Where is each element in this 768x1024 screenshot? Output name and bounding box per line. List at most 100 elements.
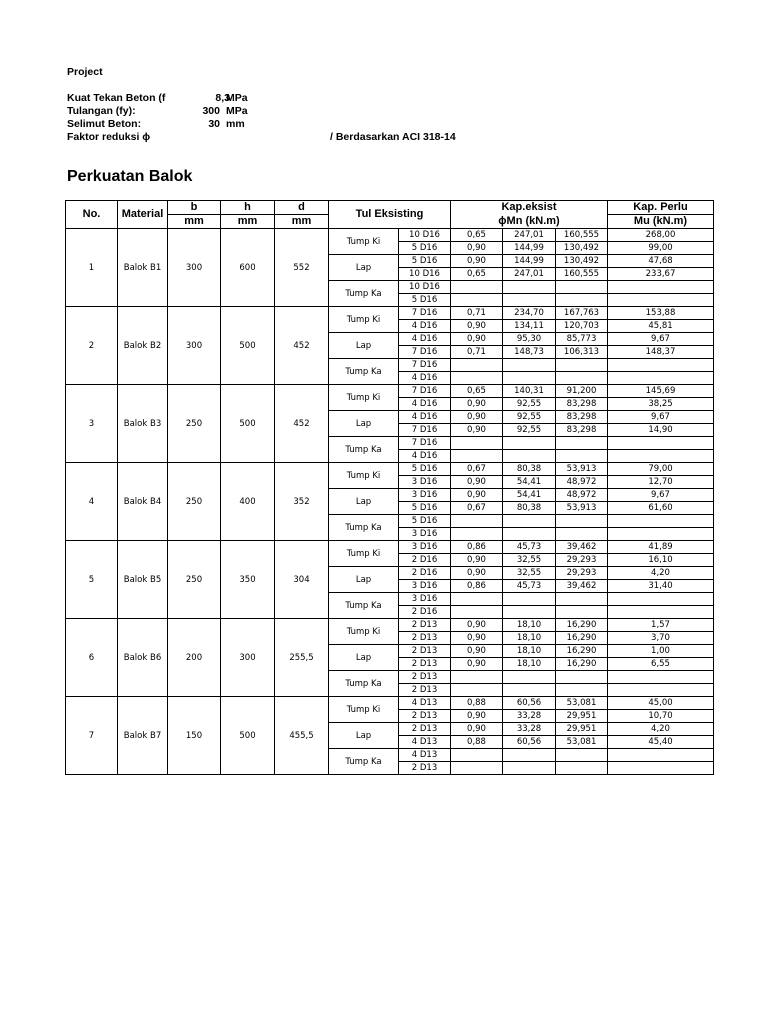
phi-cell: 0,90 <box>450 709 503 723</box>
mn-cell: 18,10 <box>502 631 556 645</box>
table-row: 5 Balok B5 250 350 304 Tump Ki 3 D16 0,86 45,73 3… <box>65 540 714 619</box>
tul-cell: 2 D16 <box>398 553 451 567</box>
mu-cell <box>607 761 714 775</box>
header-d: d <box>274 200 329 215</box>
mu-cell: 14,90 <box>607 423 714 437</box>
phi-cell <box>450 592 503 606</box>
phi-cell <box>450 514 503 528</box>
tul-cell: 5 D16 <box>398 241 451 255</box>
mn-cell: 54,41 <box>502 475 556 489</box>
mu-cell: 38,25 <box>607 397 714 411</box>
mn-cell: 80,38 <box>502 462 556 476</box>
mn-cell: 140,31 <box>502 384 556 398</box>
phi-cell: 0,86 <box>450 540 503 554</box>
tul-cell: 4 D16 <box>398 410 451 424</box>
phi-cell: 0,90 <box>450 254 503 268</box>
mn-cell: 18,10 <box>502 657 556 671</box>
fc-value: 8,3 <box>215 92 230 104</box>
tul-cell: 5 D16 <box>398 293 451 307</box>
mn-cell <box>502 670 556 684</box>
section-label: Lap <box>328 254 399 281</box>
phimn-cell: 130,492 <box>555 254 608 268</box>
phimn-cell <box>555 293 608 307</box>
mn-cell <box>502 527 556 541</box>
mn-cell <box>502 748 556 762</box>
phimn-cell <box>555 670 608 684</box>
section-label: Tump Ka <box>328 280 399 307</box>
section-label: Tump Ka <box>328 358 399 385</box>
phi-cell <box>450 527 503 541</box>
phimn-cell <box>555 605 608 619</box>
tul-cell: 7 D16 <box>398 384 451 398</box>
phi-cell: 0,90 <box>450 618 503 632</box>
section-label: Lap <box>328 644 399 671</box>
mn-cell: 247,01 <box>502 228 556 242</box>
cover-unit: mm <box>226 118 245 130</box>
header-kap-perlu: Kap. Perlu <box>607 200 714 215</box>
tul-cell: 5 D16 <box>398 501 451 515</box>
tul-cell: 7 D16 <box>398 306 451 320</box>
beam-b: 200 <box>167 618 221 697</box>
table-row: 7 D16 0,90 92,55 83,298 14,90 <box>66 423 714 437</box>
mu-cell <box>607 293 714 307</box>
beam-no: 5 <box>65 540 118 619</box>
tul-cell: 3 D16 <box>398 488 451 502</box>
mn-cell: 33,28 <box>502 722 556 736</box>
mu-cell <box>607 371 714 385</box>
table-row: Tump Ka 4 D13 <box>66 748 714 775</box>
header-kap-eksist-sub: ϕMn (kN.m) <box>450 214 608 229</box>
mu-cell: 45,00 <box>607 696 714 710</box>
beam-d: 452 <box>274 384 329 463</box>
tul-cell: 3 D16 <box>398 592 451 606</box>
mu-cell: 9,67 <box>607 488 714 502</box>
beam-d: 552 <box>274 228 329 307</box>
table-row: Tump Ka 3 D16 <box>66 592 714 619</box>
project-label: Project <box>67 66 103 78</box>
mn-cell: 247,01 <box>502 267 556 281</box>
phi-cell: 0,90 <box>450 631 503 645</box>
fc-unit: MPa <box>226 92 248 104</box>
phi-cell: 0,67 <box>450 501 503 515</box>
phi-cell <box>450 280 503 294</box>
tul-cell: 4 D16 <box>398 319 451 333</box>
section-label: Lap <box>328 332 399 359</box>
mn-cell: 32,55 <box>502 553 556 567</box>
phi-cell <box>450 371 503 385</box>
phimn-cell: 53,081 <box>555 696 608 710</box>
beam-b: 300 <box>167 306 221 385</box>
tul-cell: 2 D16 <box>398 566 451 580</box>
fy-label: Tulangan (fy): <box>67 105 136 117</box>
mu-cell: 153,88 <box>607 306 714 320</box>
header-no: No. <box>65 200 118 229</box>
phimn-cell: 48,972 <box>555 488 608 502</box>
mu-cell <box>607 436 714 450</box>
phimn-cell: 91,200 <box>555 384 608 398</box>
mn-cell <box>502 683 556 697</box>
phi-cell: 0,90 <box>450 241 503 255</box>
phimn-cell: 29,951 <box>555 722 608 736</box>
table-row: 4 D13 0,88 60,56 53,081 45,40 <box>66 735 714 749</box>
mu-cell: 145,69 <box>607 384 714 398</box>
phimn-cell: 48,972 <box>555 475 608 489</box>
mn-cell: 92,55 <box>502 410 556 424</box>
phimn-cell <box>555 683 608 697</box>
phimn-cell: 53,913 <box>555 501 608 515</box>
mu-cell <box>607 592 714 606</box>
mu-cell: 16,10 <box>607 553 714 567</box>
mu-cell: 61,60 <box>607 501 714 515</box>
mu-cell: 99,00 <box>607 241 714 255</box>
mn-cell: 92,55 <box>502 423 556 437</box>
tul-cell: 2 D13 <box>398 657 451 671</box>
fc-label: Kuat Tekan Beton (f <box>67 92 166 104</box>
mu-cell: 45,81 <box>607 319 714 333</box>
fy-value: 300 <box>202 105 220 117</box>
table-row: 6 Balok B6 200 300 255,5 Tump Ki 2 D13 0,90 18,1… <box>65 618 714 697</box>
phimn-cell: 130,492 <box>555 241 608 255</box>
phimn-cell: 83,298 <box>555 423 608 437</box>
mu-cell: 9,67 <box>607 410 714 424</box>
mu-cell: 47,68 <box>607 254 714 268</box>
mn-cell <box>502 293 556 307</box>
header-material: Material <box>117 200 168 229</box>
table-row: 2 Balok B2 300 500 452 Tump Ki 7 D16 0,71 234,70… <box>65 306 714 385</box>
phimn-cell <box>555 358 608 372</box>
